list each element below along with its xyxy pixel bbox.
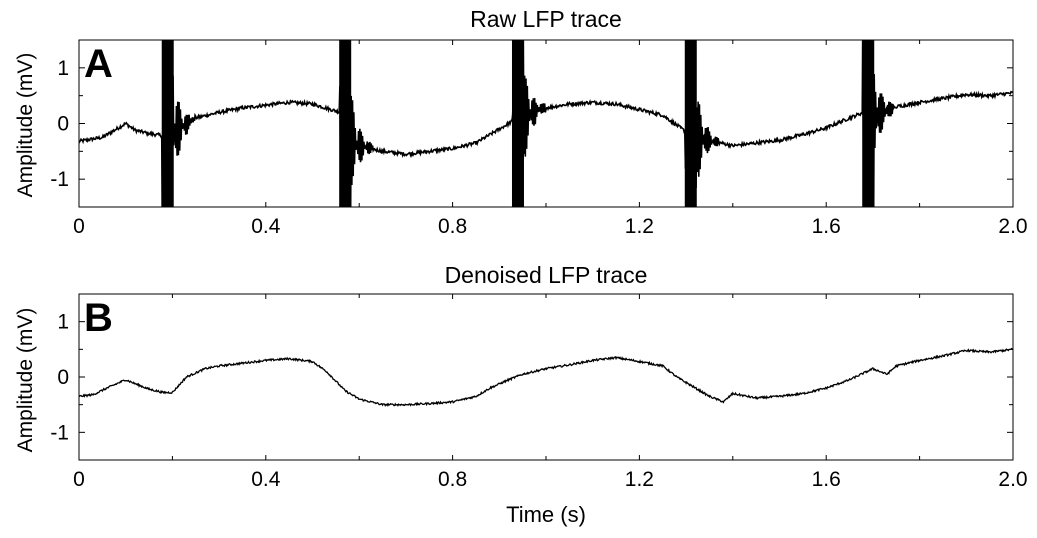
panel-a-xtick-label: 0.8 [438,215,467,238]
panel-a-ytick-label: 1 [57,57,69,80]
panel-a-artifact-band [862,40,875,207]
panel-b-axes-box [78,293,1014,461]
panel-b-xtick-label: 1.6 [812,468,841,491]
panel-b-title: Denoised LFP trace [444,262,648,288]
panel-b-label: B [84,296,113,340]
panel-b-trace [79,347,1013,408]
panel-b-xlabel: Time (s) [506,502,586,527]
panel-a-xtick-label: 0.4 [251,215,281,238]
panel-a-artifact-band [339,40,352,207]
panel-a-xtick-label: 1.2 [625,215,654,238]
panel-a-xtick-label: 1.6 [812,215,841,238]
panel-b-xtick-label: 1.2 [625,468,654,491]
panel-b-xtick-label: 2.0 [998,468,1027,491]
panel-a-trace [79,40,1013,207]
panel-b-xtick-label: 0 [73,468,85,491]
panel-a-artifact-band [684,40,697,207]
panel-a-ytick-label: 0 [57,113,69,136]
panel-b-ytick-label: -1 [50,421,69,444]
panel-a-label: A [84,42,113,86]
panel-a-xtick-label: 0 [73,215,85,238]
panel-a-artifact-band [161,40,174,207]
panel-b-xtick-label: 0.8 [438,468,467,491]
panel-b-ytick-label: 1 [57,311,69,334]
panel-a-artifact-band [511,40,524,207]
panel-a-ytick-label: -1 [50,168,69,191]
panel-a-title: Raw LFP trace [470,6,622,32]
panel-a-xtick-label: 2.0 [998,215,1027,238]
panel-b-ytick-label: 0 [57,366,69,389]
panel-b-xtick-label: 0.4 [251,468,281,491]
